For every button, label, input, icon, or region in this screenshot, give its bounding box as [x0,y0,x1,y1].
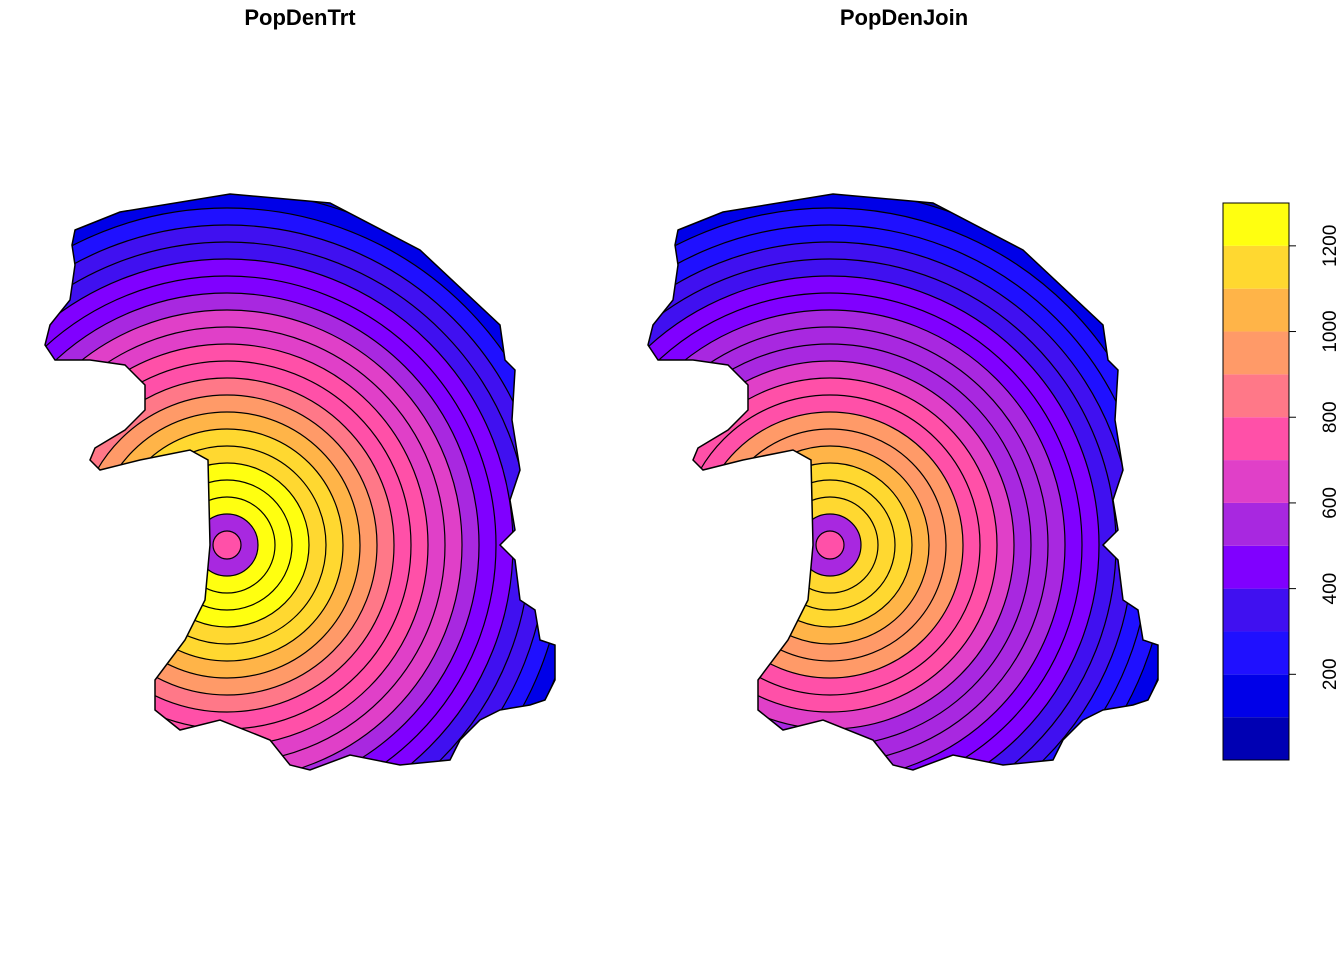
colorbar-bin [1223,460,1289,503]
colorbar-bin [1223,245,1289,289]
map-panel [44,193,556,771]
outline [44,193,556,771]
colorbar-bin [1223,374,1289,418]
colorbar-frame [1222,202,1290,761]
panel-title: PopDenJoin [840,5,968,30]
colorbar-bin [1223,502,1289,546]
tick-label: 600 [1320,487,1341,519]
tick-label: 1200 [1320,225,1341,267]
tick-label: 400 [1320,573,1341,605]
colorbar-bin [1223,288,1289,332]
ring [212,530,242,560]
tick-label: 1000 [1320,310,1341,352]
colorbar-bin [1223,545,1289,589]
colorbar-bin [1223,588,1289,632]
colorbar-bin [1223,417,1289,461]
tick-label: 200 [1320,658,1341,690]
ring [815,530,845,560]
colorbar-bin [1223,331,1289,375]
colorbar-bin [1223,717,1289,760]
colorbar-bin [1223,631,1289,675]
colorbar-bin [1223,674,1289,718]
outline [647,193,1159,771]
panel-title: PopDenTrt [244,5,356,30]
tick-label: 800 [1320,401,1341,433]
colorbar-bin [1223,203,1289,246]
rings [45,194,555,770]
